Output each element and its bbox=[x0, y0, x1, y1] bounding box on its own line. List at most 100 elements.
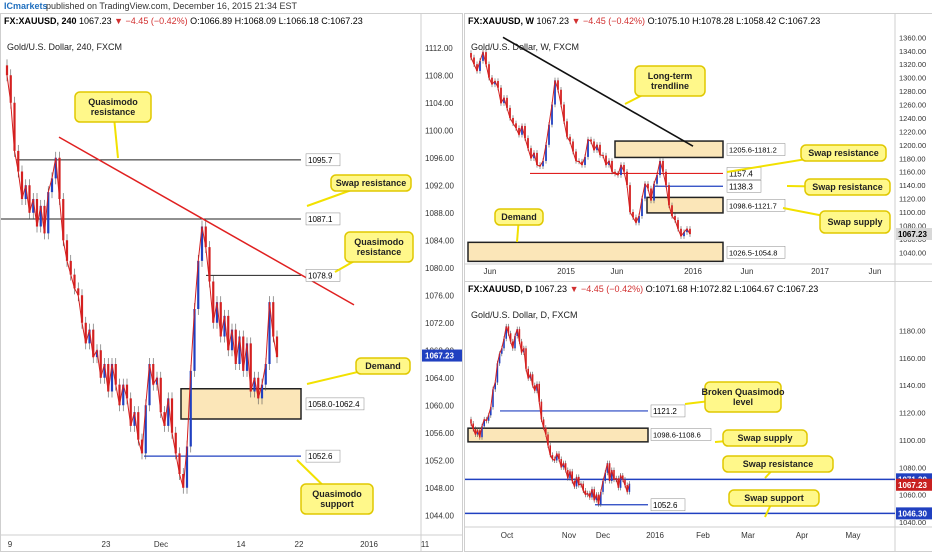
level-label bbox=[650, 404, 686, 418]
candle-body bbox=[527, 138, 529, 149]
candle-body bbox=[204, 226, 207, 248]
y-tick-label: 1092.00 bbox=[425, 181, 454, 190]
candle-body bbox=[474, 428, 477, 435]
ohlc-values: O:1075.10 H:1078.28 L:1058.42 C:1067.23 bbox=[647, 16, 821, 26]
candle-body bbox=[650, 188, 652, 201]
callout-swap-supply bbox=[819, 210, 891, 234]
x-tick-label: Nov bbox=[562, 531, 576, 540]
y-tick-label: 1080.00 bbox=[425, 264, 454, 273]
candle-body bbox=[575, 151, 577, 161]
candle-body bbox=[189, 370, 192, 447]
down-arrow-icon: ▼ bbox=[569, 284, 579, 294]
candle-body bbox=[24, 185, 27, 199]
x-tick-label: 9 bbox=[8, 540, 13, 549]
x-tick-label: 2016 bbox=[684, 267, 702, 276]
h4-chart-canvas[interactable]: 1112.00 1108.00 1104.00 1100.00 1096.00 1092.… bbox=[1, 14, 462, 551]
candle-body bbox=[227, 315, 230, 351]
candle-body bbox=[608, 160, 610, 165]
down-arrow-icon: ▼ bbox=[114, 16, 124, 26]
callout-swap-supply-text: Swap supply bbox=[827, 217, 882, 227]
y-tick-label: 1320.00 bbox=[899, 60, 926, 69]
candle-body bbox=[628, 483, 631, 492]
candle-body bbox=[564, 463, 567, 471]
candle-body bbox=[557, 80, 559, 90]
callout-swap-supply-text: Swap supply bbox=[737, 433, 792, 443]
candle-body bbox=[35, 199, 39, 227]
candle-body bbox=[88, 329, 91, 344]
candle-body bbox=[629, 185, 631, 212]
candle-body bbox=[556, 453, 558, 461]
candle-body bbox=[39, 205, 42, 227]
candle-body bbox=[54, 157, 57, 179]
x-tick-label: Apr bbox=[796, 531, 809, 540]
candle-body bbox=[614, 171, 616, 174]
candle-body bbox=[503, 338, 505, 349]
x-tick-label: Jun bbox=[741, 267, 754, 276]
price-tag-text: 1046.30 bbox=[898, 509, 927, 518]
candle-body bbox=[624, 479, 626, 486]
y-tick-label: 1100.00 bbox=[899, 208, 926, 217]
candle-body bbox=[620, 164, 622, 176]
candle-body bbox=[17, 150, 20, 172]
candle-body bbox=[653, 183, 655, 201]
candle-body bbox=[545, 427, 547, 435]
candle-body bbox=[103, 364, 106, 378]
candle-body bbox=[50, 178, 54, 193]
candle-body bbox=[569, 136, 571, 142]
x-tick-label: 23 bbox=[102, 540, 111, 549]
x-tick-label: Dec bbox=[596, 531, 610, 540]
candle-body bbox=[163, 412, 166, 426]
y-tick-label: 1100.00 bbox=[899, 436, 926, 445]
candle-body bbox=[498, 353, 501, 364]
h4-chart-panel[interactable]: FX:XAUUSD, 240 1067.23 ▼ −4.45 (−0.42%) … bbox=[0, 13, 463, 552]
candle-body bbox=[549, 445, 551, 455]
callout-swap-resistance-1 bbox=[800, 144, 887, 162]
candle-body bbox=[659, 160, 661, 176]
candle-body bbox=[133, 412, 136, 426]
candle-body bbox=[253, 377, 256, 392]
weekly-chart-panel[interactable]: FX:XAUUSD, W 1067.23 ▼ −4.45 (−0.42%) O:… bbox=[464, 13, 932, 283]
candle-body bbox=[611, 470, 613, 481]
candle-body bbox=[662, 160, 664, 172]
swap-supply-zone bbox=[646, 196, 724, 214]
last-price-tag bbox=[896, 227, 932, 240]
daily-chart-canvas[interactable]: 1180.00 1160.00 1140.00 1120.00 1100.00 1080.… bbox=[465, 282, 932, 551]
candle-body bbox=[545, 144, 547, 161]
candle-body bbox=[531, 374, 534, 386]
y-tick-label: 1360.00 bbox=[899, 33, 926, 42]
callout-broken-qm-text: Broken Quasimodo bbox=[701, 387, 785, 397]
candle-body bbox=[144, 405, 147, 454]
zone-label-text: 1098.6-1121.7 bbox=[729, 201, 777, 210]
down-arrow-icon: ▼ bbox=[571, 16, 581, 26]
candle-body bbox=[530, 148, 532, 159]
y-tick-label: 1240.00 bbox=[899, 114, 926, 123]
price-change: −4.45 (−0.42%) bbox=[583, 16, 646, 26]
candle-body bbox=[264, 364, 267, 385]
candle-body bbox=[110, 364, 114, 392]
candle-body bbox=[65, 240, 69, 261]
level-label bbox=[305, 153, 341, 167]
candle-body bbox=[626, 485, 628, 492]
weekly-chart-canvas[interactable]: 1360.00 1340.00 1320.00 1300.00 1280.00 1260.… bbox=[465, 14, 932, 282]
callout-demand bbox=[355, 357, 411, 375]
candle-body bbox=[28, 185, 31, 213]
candle-body bbox=[665, 171, 667, 186]
y-tick-label: 1108.00 bbox=[425, 71, 454, 80]
daily-chart-panel[interactable]: FX:XAUUSD, D 1067.23 ▼ −4.45 (−0.42%) O:… bbox=[464, 281, 932, 552]
y-tick-label: 1064.00 bbox=[425, 374, 454, 383]
y-tick-label: 1100.00 bbox=[425, 126, 454, 135]
candle-body bbox=[571, 471, 573, 481]
x-tick-label: 2016 bbox=[646, 531, 664, 540]
candle-body bbox=[647, 183, 649, 189]
callout-broken-qm-text: level bbox=[733, 397, 753, 407]
candle-body bbox=[167, 398, 170, 426]
y-tick-label: 1048.00 bbox=[425, 484, 454, 493]
demand-zone bbox=[180, 388, 302, 420]
level-label bbox=[305, 212, 341, 226]
candle-body bbox=[617, 478, 620, 488]
candle-body bbox=[599, 144, 601, 155]
candle-body bbox=[99, 350, 102, 378]
callout-swap-resistance bbox=[722, 455, 834, 473]
candle-body bbox=[589, 493, 591, 498]
candle-body bbox=[182, 474, 185, 488]
